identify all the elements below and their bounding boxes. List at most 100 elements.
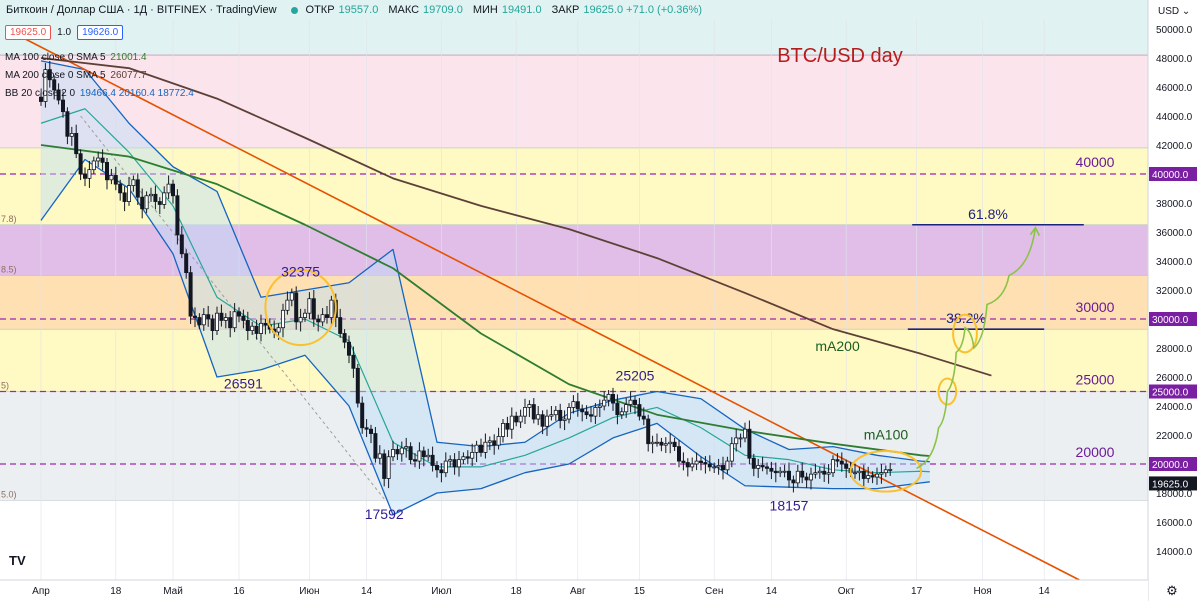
candle-35	[192, 315, 197, 318]
candle-113	[536, 414, 541, 420]
candle-128	[602, 399, 607, 407]
x-tick-5: 14	[361, 586, 373, 597]
candle-132	[619, 411, 624, 416]
candle-19	[122, 192, 127, 202]
candle-117	[553, 409, 558, 416]
candle-7	[69, 132, 74, 137]
indicator-ma100[interactable]: MA 100 close 0 SMA 5 21001.4	[5, 52, 147, 63]
symbol-label[interactable]: Биткоин / Доллар США · 1Д · BITFINEX · T…	[6, 4, 277, 16]
candle-4	[56, 89, 61, 101]
candle-123	[580, 408, 585, 413]
candle-103	[492, 440, 497, 446]
candle-104	[496, 436, 501, 446]
annotation-0: 32375	[281, 264, 320, 280]
indicator-bb[interactable]: BB 20 close 2 0 19466.4 20160.4 18772.4	[5, 88, 194, 99]
fib-left-label-0: 7.8)	[1, 214, 17, 224]
candle-16	[109, 175, 114, 181]
settings-gear-icon[interactable]: ⚙	[1166, 583, 1178, 598]
forecast-path	[916, 226, 1041, 470]
candle-174	[804, 476, 809, 481]
candle-25	[148, 193, 153, 197]
candle-144	[672, 441, 677, 447]
spread-value: 1.0	[57, 27, 72, 38]
candle-142	[663, 443, 668, 446]
candle-58	[294, 292, 299, 323]
candles	[39, 60, 893, 493]
y-tick-14: 42000.0	[1156, 141, 1193, 152]
indicator-value: 21001.4	[110, 52, 147, 63]
tradingview-logo-icon[interactable]: TV	[9, 553, 26, 568]
fib-band-6	[0, 391, 1148, 501]
candle-51	[263, 322, 268, 326]
candle-11	[87, 169, 92, 179]
candle-8	[74, 132, 79, 155]
candle-185	[853, 472, 858, 475]
candle-94	[452, 459, 457, 468]
candle-179	[826, 472, 831, 475]
candle-135	[633, 399, 638, 405]
trade-box: 19625.0 1.0 19626.0	[5, 25, 124, 40]
candle-175	[809, 473, 814, 481]
price-axis: USD ⌄ 14000.0 16000.0 18000.0 20000.0 22000.0…	[1147, 0, 1200, 601]
candle-54	[276, 327, 281, 333]
level-axis-badge-3	[1149, 457, 1197, 471]
candle-162	[751, 457, 756, 469]
candle-83	[404, 446, 409, 449]
candle-150	[699, 460, 704, 463]
ma-label-0: mA200	[815, 338, 860, 354]
candle-85	[412, 459, 417, 462]
candle-1	[43, 69, 48, 102]
indicator-ma200[interactable]: MA 200 close 0 SMA 5 26077.7	[5, 70, 147, 81]
candle-108	[514, 415, 519, 423]
bb-fill	[41, 60, 930, 515]
close-price-label: 19625.0	[1152, 479, 1189, 490]
candle-6	[65, 111, 70, 137]
candle-77	[377, 453, 382, 459]
y-tick-0: 14000.0	[1156, 547, 1193, 558]
candle-161	[747, 428, 752, 459]
candle-131	[615, 402, 620, 416]
buy-price-button[interactable]: 19626.0	[77, 25, 124, 40]
candle-100	[478, 444, 483, 453]
level-lines: 40000 30000 25000 20000	[0, 154, 1148, 465]
candle-90	[434, 465, 439, 471]
candle-136	[637, 404, 642, 417]
candle-110	[523, 407, 528, 417]
level-label-2: 25000	[1076, 372, 1115, 388]
y-tick-12: 38000.0	[1156, 199, 1193, 210]
candle-156	[725, 460, 730, 471]
candle-111	[527, 404, 532, 408]
candle-87	[421, 450, 426, 458]
candle-49	[254, 325, 259, 334]
candle-28	[162, 192, 167, 205]
x-tick-0: Апр	[32, 586, 50, 597]
candle-168	[778, 470, 783, 474]
candle-121	[571, 401, 576, 408]
sell-price-button[interactable]: 19625.0	[5, 25, 52, 40]
candle-69	[342, 333, 347, 343]
candle-84	[408, 446, 413, 461]
candle-137	[641, 415, 646, 420]
price-ellipses	[264, 268, 978, 493]
candle-114	[540, 414, 545, 427]
y-tick-10: 34000.0	[1156, 257, 1193, 268]
indicator-value: 26077.7	[110, 70, 147, 81]
fib-band-2	[0, 147, 1148, 225]
candle-71	[351, 354, 356, 369]
candle-48	[250, 325, 255, 331]
candle-2	[47, 69, 52, 81]
candle-122	[575, 401, 580, 410]
x-tick-1: 18	[110, 586, 122, 597]
high-value: 19709.0	[423, 4, 463, 16]
x-tick-9: 15	[634, 586, 646, 597]
x-tick-10: Сен	[705, 586, 723, 597]
y-tick-9: 32000.0	[1156, 286, 1193, 297]
candle-23	[140, 196, 145, 210]
candle-29	[166, 183, 171, 194]
candle-160	[743, 428, 748, 439]
candle-133	[624, 404, 629, 413]
candle-191	[879, 472, 884, 475]
y-tick-6: 26000.0	[1156, 373, 1193, 384]
annotation-1: 26591	[224, 375, 263, 391]
